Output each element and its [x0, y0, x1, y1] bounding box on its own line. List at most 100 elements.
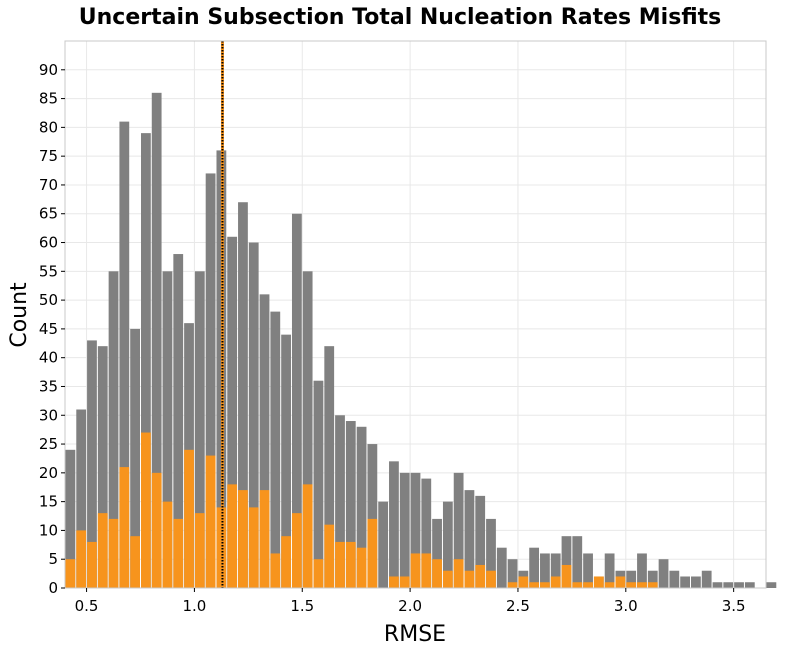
y-tick-label: 25	[39, 435, 58, 453]
bar-all	[572, 536, 583, 588]
bar-subset	[615, 576, 626, 588]
bar-all	[529, 547, 540, 588]
bar-all	[227, 236, 238, 588]
bar-subset	[561, 564, 572, 588]
bar-subset	[604, 582, 615, 588]
bar-all	[302, 271, 313, 588]
bar-subset	[529, 582, 540, 588]
bar-all	[140, 133, 151, 588]
y-tick-label: 90	[39, 61, 58, 79]
y-tick-label: 50	[39, 291, 58, 309]
y-tick-label: 55	[39, 262, 58, 280]
bar-all	[291, 213, 302, 588]
bar-subset	[572, 582, 583, 588]
bar-all	[475, 495, 486, 588]
bar-subset	[335, 541, 345, 588]
bar-subset	[119, 467, 130, 588]
x-tick-label: 0.5	[75, 597, 99, 615]
bar-subset	[173, 518, 184, 588]
bar-all	[496, 547, 507, 588]
bar-subset	[302, 484, 313, 588]
bar-all	[345, 421, 356, 588]
bar-subset	[637, 582, 647, 588]
bar-subset	[291, 513, 302, 588]
y-tick-label: 70	[39, 176, 58, 194]
y-tick-label: 0	[48, 579, 58, 597]
bar-all	[65, 449, 76, 588]
y-tick-label: 60	[39, 234, 58, 252]
bar-all	[410, 472, 421, 588]
bar-subset	[205, 455, 216, 588]
y-tick-label: 45	[39, 320, 58, 338]
bar-all	[507, 559, 518, 588]
bar-subset	[475, 564, 486, 588]
bar-subset	[453, 559, 464, 588]
bar-all	[356, 426, 367, 588]
bar-subset	[518, 576, 529, 588]
bar-all	[130, 328, 140, 588]
bar-all	[313, 380, 324, 588]
bar-subset	[593, 576, 604, 588]
bar-subset	[140, 432, 151, 588]
bar-subset	[281, 536, 291, 588]
bar-subset	[486, 570, 496, 588]
bar-all	[734, 582, 744, 588]
bar-all	[399, 472, 410, 588]
bar-subset	[130, 536, 140, 588]
x-axis-label: RMSE	[384, 622, 446, 647]
bar-subset	[507, 582, 518, 588]
bar-all	[701, 570, 712, 588]
bar-all	[324, 346, 335, 588]
bar-subset	[432, 559, 442, 588]
bar-all	[658, 559, 669, 588]
bar-subset	[367, 518, 378, 588]
y-tick-label: 40	[39, 349, 58, 367]
bar-all	[626, 570, 637, 588]
bar-all	[561, 536, 572, 588]
bar-subset	[399, 576, 410, 588]
bar-subset	[324, 524, 335, 588]
bar-all	[97, 346, 108, 588]
bar-all	[604, 553, 615, 588]
bar-all	[453, 472, 464, 588]
bar-subset	[464, 570, 475, 588]
bar-all	[723, 582, 734, 588]
bar-all	[442, 501, 453, 588]
bar-subset	[647, 582, 658, 588]
y-tick-label: 85	[39, 90, 58, 108]
bar-all	[421, 478, 432, 588]
y-tick-label: 75	[39, 147, 58, 165]
bar-all	[486, 518, 496, 588]
bar-subset	[97, 513, 108, 588]
bar-all	[647, 570, 658, 588]
x-tick-label: 2.5	[506, 597, 530, 615]
bar-all	[669, 570, 680, 588]
bar-subset	[345, 541, 356, 588]
bar-subset	[65, 559, 76, 588]
bar-subset	[108, 518, 119, 588]
bar-subset	[151, 472, 162, 588]
bar-all	[540, 553, 550, 588]
bar-all	[248, 242, 259, 589]
x-tick-label: 2.0	[398, 597, 422, 615]
bar-all	[238, 202, 248, 588]
y-tick-label: 65	[39, 205, 58, 223]
bar-all	[108, 271, 119, 588]
bar-subset	[248, 507, 259, 588]
bar-all	[194, 271, 205, 588]
bar-subset	[270, 553, 281, 588]
y-tick-label: 80	[39, 118, 58, 136]
bar-all	[335, 415, 345, 588]
bar-subset	[356, 547, 367, 588]
y-tick-label: 20	[39, 464, 58, 482]
bar-all	[550, 553, 561, 588]
x-tick-label: 3.0	[614, 597, 638, 615]
bar-subset	[389, 576, 399, 588]
bar-all	[583, 553, 593, 588]
bar-subset	[550, 576, 561, 588]
bar-subset	[76, 530, 87, 588]
bar-all	[76, 409, 87, 588]
bar-all	[464, 490, 475, 588]
bar-all	[744, 582, 755, 588]
